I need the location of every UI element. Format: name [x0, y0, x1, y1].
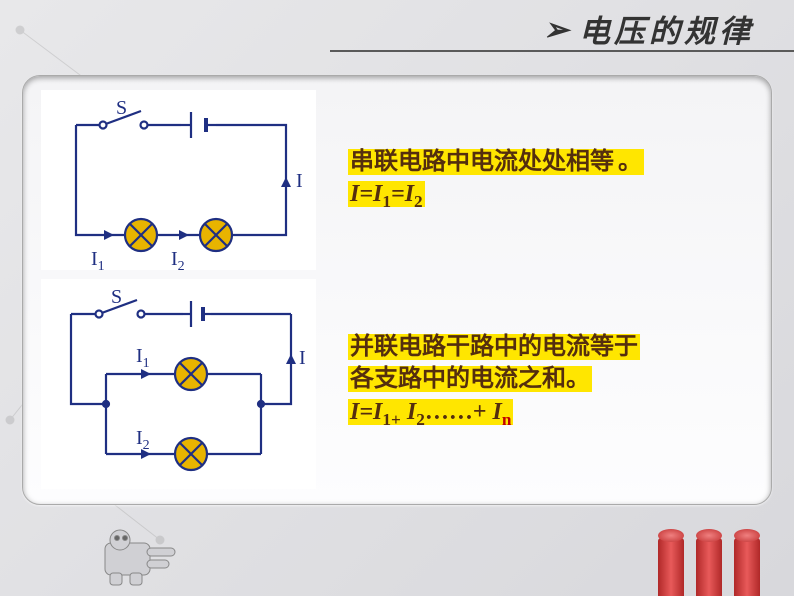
svg-text:I1: I1: [136, 345, 150, 371]
switch-label: S: [116, 97, 127, 119]
red-cylinder-decor: [696, 538, 722, 596]
svg-text:I: I: [299, 347, 306, 369]
series-rule-text: 串联电路中电流处处相等。 I=I1=I2: [348, 146, 738, 214]
content-card: S I I1 I2: [22, 75, 772, 505]
header-underline: [330, 50, 794, 52]
page-title: ➢电压的规律: [543, 6, 754, 51]
red-cylinder-decor: [658, 538, 684, 596]
chevron-right-icon: ➢: [543, 12, 573, 48]
parallel-circuit-diagram: S I I1 I2: [41, 279, 316, 489]
svg-text:I: I: [296, 170, 303, 192]
parallel-rule-text: 并联电路干路中的电流等于 各支路中的电流之和。 I=I1+ I2……+ In: [348, 331, 748, 431]
svg-text:I1: I1: [91, 248, 105, 270]
svg-text:S: S: [111, 286, 122, 308]
svg-text:I2: I2: [136, 427, 150, 453]
red-cylinder-decor: [734, 538, 760, 596]
series-circuit-diagram: S I I1 I2: [41, 90, 316, 270]
svg-text:I2: I2: [171, 248, 185, 270]
robot-decoration-icon: [85, 518, 195, 588]
title-text: 电压的规律: [579, 14, 754, 49]
